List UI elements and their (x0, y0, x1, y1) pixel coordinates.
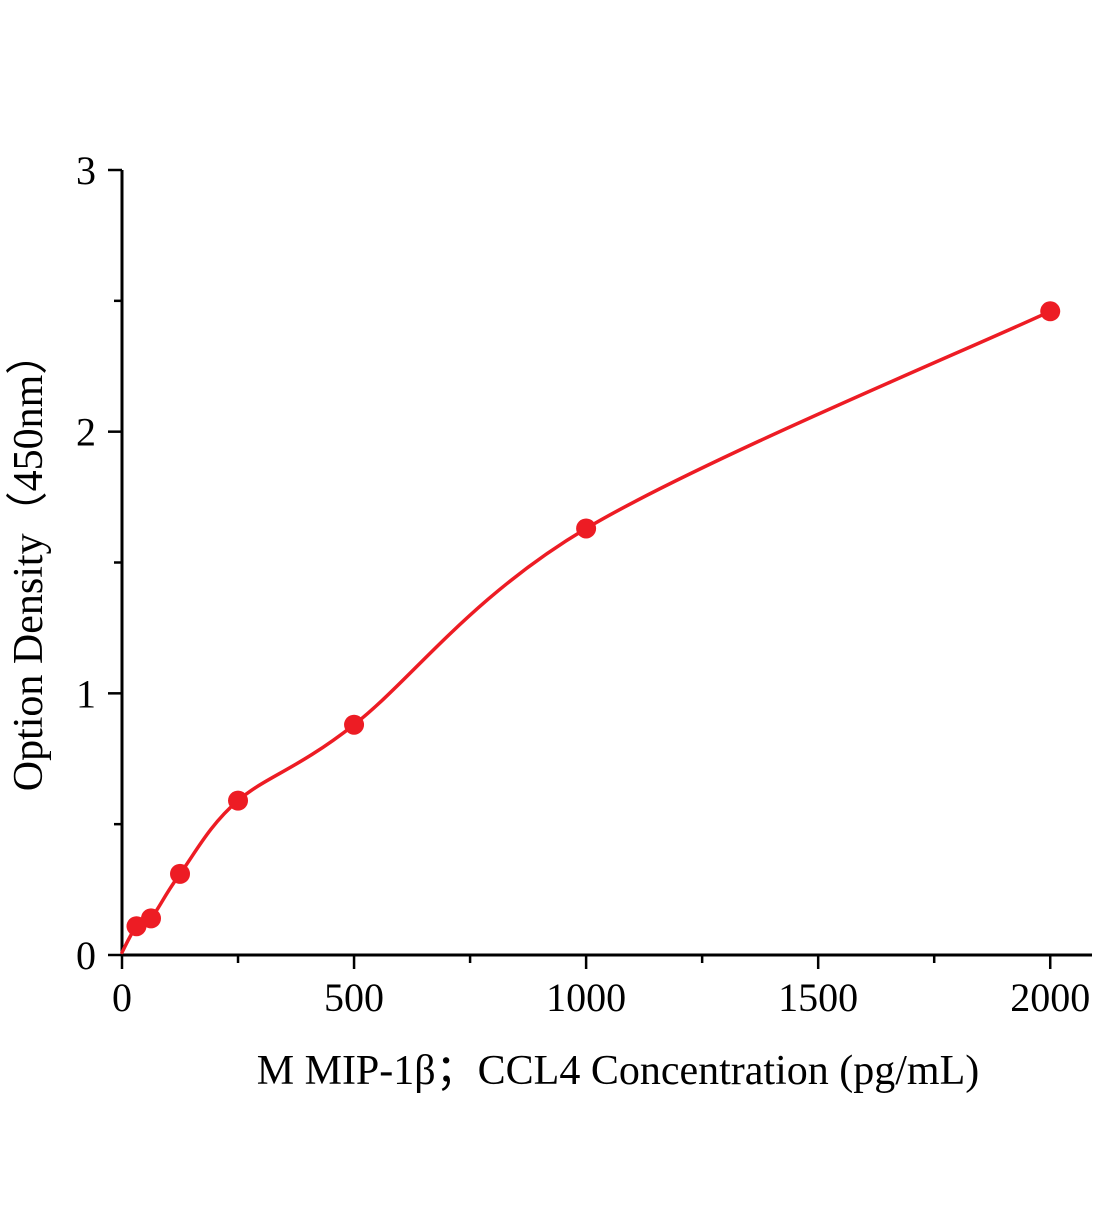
x-tick-label-2000: 2000 (1010, 975, 1090, 1020)
x-tick-label-500: 500 (324, 975, 384, 1020)
y-axis-label: Option Density（450nm） (6, 333, 52, 792)
markers-layer (126, 301, 1061, 937)
x-axis-label: M MIP-1β；CCL4 Concentration (pg/mL) (257, 1048, 979, 1094)
x-tick-label-0: 0 (112, 975, 132, 1020)
data-point-marker-2 (170, 863, 191, 884)
y-tick-label-1: 1 (76, 671, 96, 716)
curve-layer (120, 309, 1052, 955)
data-point-marker-4 (344, 714, 365, 735)
axes-layer (120, 170, 1092, 957)
data-point-marker-6 (1040, 301, 1061, 322)
ticks-layer: 0 500 1000 1500 2000 0 1 2 3 (76, 148, 1090, 1020)
x-tick-label-1500: 1500 (778, 975, 858, 1020)
x-tick-label-1000: 1000 (546, 975, 626, 1020)
data-point-marker-5 (576, 518, 597, 539)
data-point-marker-1 (141, 908, 162, 929)
fitted-curve-path (120, 309, 1052, 955)
y-tick-label-3: 3 (76, 148, 96, 193)
data-point-marker-3 (228, 790, 249, 811)
y-tick-label-0: 0 (76, 933, 96, 978)
y-tick-label-2: 2 (76, 410, 96, 455)
